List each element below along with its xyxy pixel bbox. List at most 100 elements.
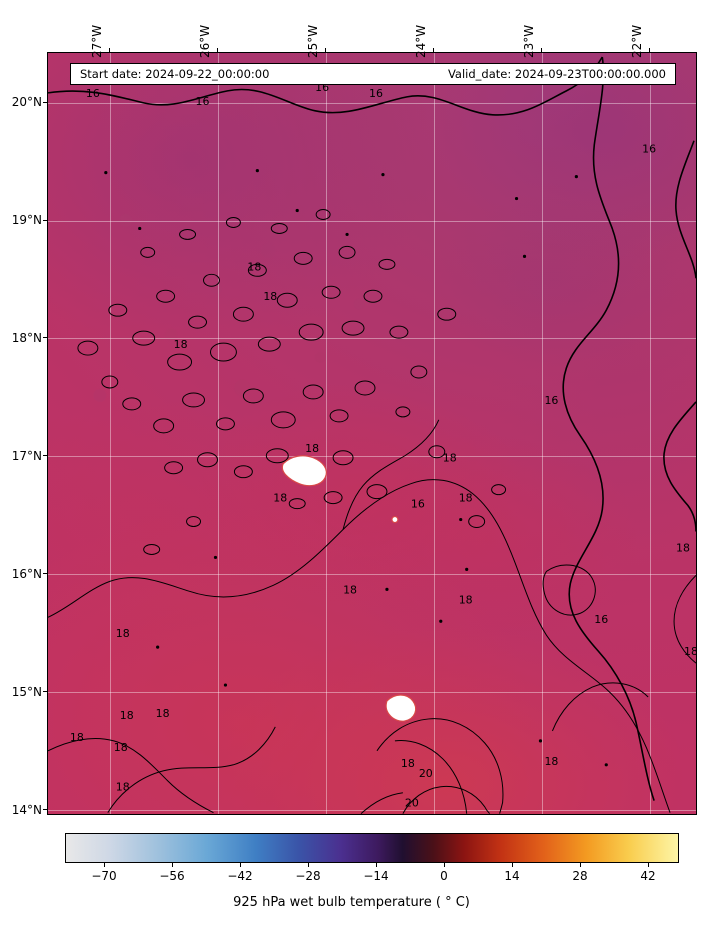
- contour-18-islet-ne: [542, 564, 596, 616]
- cbar-label-m42: −42: [227, 869, 253, 883]
- contour-label-18-o: 18: [70, 731, 84, 744]
- contour-label-18-p: 18: [116, 781, 130, 794]
- ytick-label-17n: 17°N: [11, 449, 42, 463]
- contour-label-18-r: 18: [544, 755, 558, 768]
- contour-label-18-c: 18: [174, 338, 188, 351]
- cbar-tick-m42: [240, 863, 241, 867]
- contour-label-16-e: 16: [642, 143, 656, 156]
- ytick-mark-19n: [43, 220, 47, 221]
- cbar-label-m14: −14: [363, 869, 389, 883]
- contour-label-18-j: 18: [684, 645, 696, 658]
- contour-label-18-g: 18: [343, 583, 357, 596]
- contour-label-16-g: 16: [411, 498, 425, 511]
- cbar-tick-0: [444, 863, 445, 867]
- map-plot-area: 16 16 16 16 16 16 16 16 18 18 18 18 18 1…: [47, 52, 697, 815]
- temperature-field-warm-region: [48, 53, 696, 814]
- cbar-label-14: 14: [504, 869, 520, 883]
- xtick-mark-22w: [649, 48, 650, 52]
- xtick-mark-25w: [325, 48, 326, 52]
- contour-20-south2: [360, 792, 403, 814]
- ytick-label-16n: 16°N: [11, 567, 42, 581]
- ytick-label-20n: 20°N: [11, 95, 42, 109]
- contour-label-18-s: 18: [305, 442, 319, 455]
- cbar-tick-42: [648, 863, 649, 867]
- ytick-label-19n: 19°N: [11, 213, 42, 227]
- colorbar: −70 −56 −42 −28 −14 0 14 28 42: [65, 833, 679, 883]
- xtick-label-25w: 25°W: [306, 24, 320, 58]
- temperature-field-speckle: [48, 53, 696, 814]
- cbar-label-m28: −28: [295, 869, 321, 883]
- contour-18-south-lobe: [376, 718, 504, 814]
- contour-18-west-lower: [48, 738, 214, 814]
- contour-16-east-arc: [562, 56, 655, 801]
- info-bar: Start date: 2024-09-22_00:00:00 Valid_da…: [70, 63, 676, 85]
- temperature-field-warm-region-2: [48, 53, 696, 814]
- contour-18-sw-arc: [107, 726, 276, 813]
- cbar-tick-m28: [308, 863, 309, 867]
- ytick-label-15n: 15°N: [11, 685, 42, 699]
- contour-18-south-lobe2: [394, 739, 468, 814]
- contour-label-18-i: 18: [676, 541, 690, 554]
- xtick-label-22w: 22°W: [630, 24, 644, 58]
- contour-label-16-h: 16: [594, 613, 608, 626]
- xtick-label-26w: 26°W: [198, 24, 212, 58]
- contour-16-main: [48, 56, 603, 116]
- xtick-label-24w: 24°W: [414, 24, 428, 58]
- xtick-mark-24w: [433, 48, 434, 52]
- cbar-tick-m14: [376, 863, 377, 867]
- start-date-label: Start date: 2024-09-22_00:00:00: [80, 67, 270, 81]
- contour-label-16-a: 16: [86, 87, 100, 100]
- contour-label-18-q: 18: [401, 757, 415, 770]
- xtick-mark-27w: [109, 48, 110, 52]
- contour-label-16-b: 16: [196, 95, 210, 108]
- valid-date-label: Valid_date: 2024-09-23T00:00:00.000: [447, 67, 666, 81]
- cbar-label-28: 28: [572, 869, 588, 883]
- colorbar-gradient: [65, 833, 679, 863]
- contour-label-18-l: 18: [120, 709, 134, 722]
- contour-16-se-lobe: [663, 401, 696, 532]
- contour-label-18-b: 18: [263, 290, 277, 303]
- ytick-mark-16n: [43, 573, 47, 574]
- colorbar-title: 925 hPa wet bulb temperature ( ° C): [233, 895, 470, 910]
- hot-spot-small: [391, 515, 399, 524]
- xtick-label-23w: 23°W: [522, 24, 536, 58]
- hot-spot-fogo: [385, 694, 417, 722]
- contour-label-18-n: 18: [114, 741, 128, 754]
- hot-spot-santo-antao: [281, 455, 327, 487]
- ytick-mark-20n: [43, 102, 47, 103]
- contour-label-16-f: 16: [544, 394, 558, 407]
- cbar-label-m70: −70: [91, 869, 117, 883]
- ytick-mark-18n: [43, 337, 47, 338]
- contour-label-18-a: 18: [247, 260, 261, 273]
- contour-label-18-f: 18: [459, 492, 473, 505]
- cbar-label-m56: −56: [159, 869, 185, 883]
- contour-18-main: [48, 479, 671, 813]
- xtick-mark-23w: [541, 48, 542, 52]
- xtick-label-27w: 27°W: [90, 24, 104, 58]
- ytick-mark-14n: [43, 809, 47, 810]
- cbar-tick-m56: [172, 863, 173, 867]
- contour-18-far-east: [673, 575, 696, 664]
- contour-18-cell-cluster: [77, 209, 507, 555]
- contour-label-18-e: 18: [443, 452, 457, 465]
- ytick-label-18n: 18°N: [11, 331, 42, 345]
- contour-label-18-k: 18: [116, 627, 130, 640]
- contour-20-south: [402, 785, 490, 814]
- contour-label-18-d: 18: [273, 492, 287, 505]
- contour-16-east-inner: [675, 140, 696, 279]
- contour-overlay: 16 16 16 16 16 16 16 16 18 18 18 18 18 1…: [48, 56, 696, 814]
- contour-label-20-a: 20: [419, 767, 433, 780]
- ytick-label-14n: 14°N: [11, 803, 42, 817]
- cbar-tick-14: [512, 863, 513, 867]
- contour-label-18-m: 18: [156, 707, 170, 720]
- ytick-mark-15n: [43, 691, 47, 692]
- contour-18-east-lobe: [551, 682, 649, 732]
- contour-18-ne-branch: [342, 419, 440, 530]
- contour-label-16-d: 16: [369, 87, 383, 100]
- cbar-tick-28: [580, 863, 581, 867]
- cbar-tick-m70: [104, 863, 105, 867]
- contour-speck-group: [104, 169, 608, 767]
- contour-label-20-b: 20: [405, 797, 419, 810]
- ytick-mark-17n: [43, 455, 47, 456]
